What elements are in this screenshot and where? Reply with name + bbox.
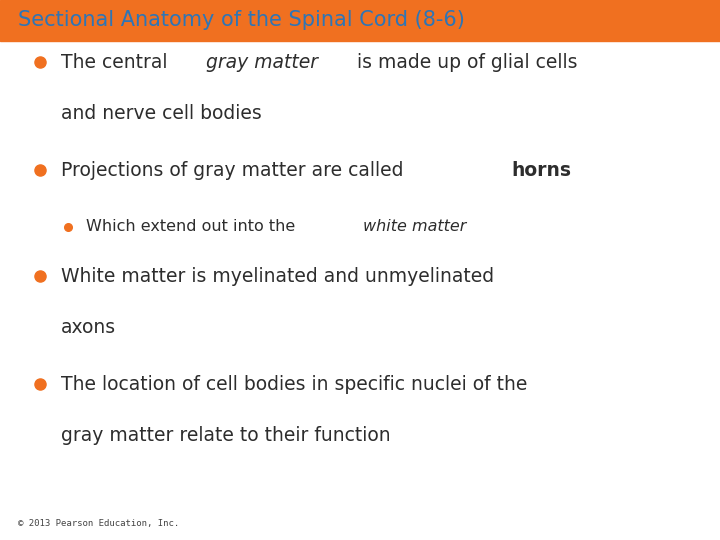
Text: Which extend out into the: Which extend out into the xyxy=(86,219,301,234)
Bar xyxy=(0,0,720,40)
Text: and nerve cell bodies: and nerve cell bodies xyxy=(61,104,262,123)
Text: Sectional Anatomy of the Spinal Cord (8-6): Sectional Anatomy of the Spinal Cord (8-… xyxy=(18,10,465,30)
Text: The location of cell bodies in specific nuclei of the: The location of cell bodies in specific … xyxy=(61,375,528,394)
Text: gray matter: gray matter xyxy=(207,52,318,72)
Text: © 2013 Pearson Education, Inc.: © 2013 Pearson Education, Inc. xyxy=(18,519,179,528)
Text: white matter: white matter xyxy=(363,219,467,234)
Text: Projections of gray matter are called: Projections of gray matter are called xyxy=(61,160,410,180)
Text: axons: axons xyxy=(61,318,117,338)
Text: White matter is myelinated and unmyelinated: White matter is myelinated and unmyelina… xyxy=(61,267,495,286)
Text: horns: horns xyxy=(511,160,571,180)
Text: gray matter relate to their function: gray matter relate to their function xyxy=(61,426,391,445)
Text: The central: The central xyxy=(61,52,174,72)
Text: is made up of glial cells: is made up of glial cells xyxy=(351,52,577,72)
